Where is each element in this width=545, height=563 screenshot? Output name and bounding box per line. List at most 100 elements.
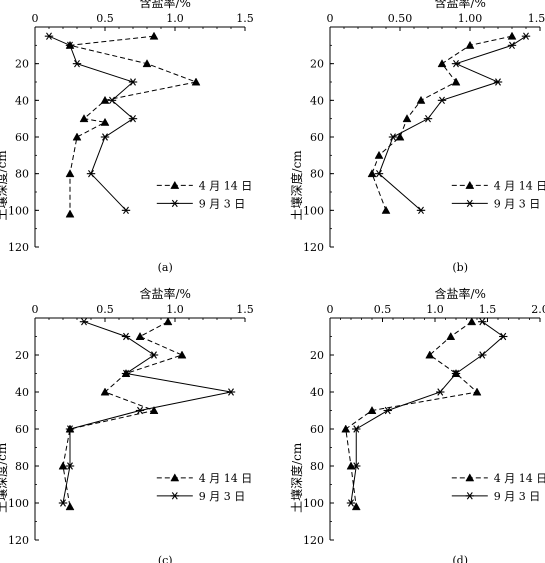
x-tick-label: 1.00 — [458, 12, 483, 25]
legend-entry-label: 9 月 3 日 — [494, 490, 541, 503]
y-tick-label: 60 — [15, 131, 29, 144]
data-point — [58, 499, 68, 507]
y-tick-label: 20 — [310, 349, 324, 362]
y-tick-label: 20 — [15, 349, 29, 362]
marker-stroke — [130, 78, 136, 86]
marker-stroke — [353, 425, 360, 433]
data-point — [226, 388, 236, 396]
y-tick-label: 40 — [310, 94, 324, 107]
legend-entry-label: 9 月 3 日 — [494, 197, 541, 210]
marker-stroke — [495, 78, 501, 86]
data-point — [437, 96, 447, 105]
y-axis-title: 土壤深度/cm — [0, 150, 9, 221]
series-1 — [58, 317, 187, 511]
panel-label: (c) — [158, 554, 173, 563]
series-1 — [65, 31, 201, 218]
marker-stroke — [123, 206, 129, 215]
marker-stroke — [81, 318, 87, 326]
legend: 4 月 14 日 9 月 3 日 — [156, 179, 252, 210]
marker-stroke — [151, 351, 157, 359]
x-tick-label: 0.50 — [388, 12, 413, 25]
data-point — [121, 206, 131, 215]
data-point — [451, 77, 461, 86]
marker-stroke — [171, 199, 178, 208]
y-tick-label: 120 — [303, 534, 324, 547]
marker-stroke — [479, 351, 486, 359]
marker-stroke — [439, 96, 445, 105]
x-tick-label: 0 — [327, 12, 334, 25]
marker-stroke — [384, 406, 391, 415]
data-point — [170, 492, 179, 500]
data-point — [170, 199, 179, 208]
data-point — [170, 180, 180, 189]
marker-stroke — [130, 114, 136, 123]
y-axis-title: 土壤深度/cm — [289, 442, 304, 513]
marker-stroke — [353, 462, 360, 470]
x-tick-label: 0 — [327, 303, 334, 316]
data-point — [451, 369, 461, 378]
y-tick-label: 80 — [15, 460, 29, 473]
data-point — [352, 425, 361, 433]
data-point — [135, 406, 145, 415]
data-point — [44, 32, 54, 40]
y-tick-label: 40 — [15, 386, 29, 399]
legend-entry-label: 4 月 14 日 — [494, 179, 545, 192]
data-point — [465, 473, 475, 482]
series-line — [371, 35, 513, 211]
series-line — [62, 321, 184, 507]
data-point — [383, 406, 392, 415]
marker-stroke — [123, 332, 129, 341]
data-point — [472, 387, 482, 396]
chart-panel-a: 含盐率/% 土壤深度/cm (a) 4 月 14 日 9 月 3 日 0 0.5 1… — [0, 0, 254, 274]
y-tick-label: 120 — [8, 241, 29, 254]
data-point — [341, 424, 351, 433]
y-tick-label: 80 — [310, 168, 324, 181]
data-point — [436, 388, 445, 396]
series-line — [345, 321, 479, 507]
data-point — [374, 150, 384, 159]
data-point — [86, 169, 96, 178]
marker-stroke — [509, 41, 515, 50]
data-point — [65, 462, 75, 470]
data-point — [170, 473, 180, 482]
y-tick-label: 120 — [303, 241, 324, 254]
y-tick-label: 60 — [310, 423, 324, 436]
data-point — [507, 41, 517, 50]
data-point — [402, 114, 412, 123]
data-point — [499, 332, 508, 341]
x-tick-label: 1.50 — [528, 12, 545, 25]
series-1 — [341, 317, 482, 511]
data-point — [107, 96, 117, 105]
x-tick-label: 1.5 — [236, 303, 254, 316]
x-axis-title: 含盐率/% — [434, 0, 485, 10]
panel-label: (d) — [452, 554, 468, 563]
data-point — [121, 369, 131, 378]
data-point — [425, 350, 435, 359]
marker-stroke — [137, 406, 143, 415]
marker-stroke — [376, 169, 382, 178]
x-tick-label: 0 — [32, 303, 39, 316]
data-point — [423, 114, 433, 123]
data-point — [72, 132, 82, 141]
y-tick-label: 20 — [15, 58, 29, 71]
x-tick-label: 1.5 — [479, 303, 497, 316]
data-point — [149, 351, 159, 359]
y-tick-label: 100 — [303, 204, 324, 217]
data-point — [352, 462, 361, 470]
x-tick-label: 1.0 — [166, 12, 184, 25]
data-point — [367, 169, 377, 178]
data-point — [100, 133, 110, 141]
x-axis-title: 含盐率/% — [139, 286, 190, 301]
axes: 0 0.5 1.0 1.5 20 40 60 80 100 120 — [8, 12, 254, 254]
axes: 0 0.5 1.0 1.5 2.0 20 40 60 80 100 120 — [303, 303, 545, 547]
marker-stroke — [390, 133, 396, 141]
series-2 — [374, 32, 531, 215]
chart-panel-b: 含盐率/% 土壤深度/cm (b) 4 月 14 日 9 月 3 日 0 0.50… — [289, 0, 545, 274]
y-tick-label: 80 — [15, 168, 29, 181]
legend-entry-label: 4 月 14 日 — [199, 472, 253, 485]
marker-stroke — [466, 492, 473, 500]
y-tick-label: 20 — [310, 58, 324, 71]
data-point — [149, 405, 159, 414]
x-tick-label: 1.0 — [166, 303, 184, 316]
data-point — [351, 502, 361, 511]
